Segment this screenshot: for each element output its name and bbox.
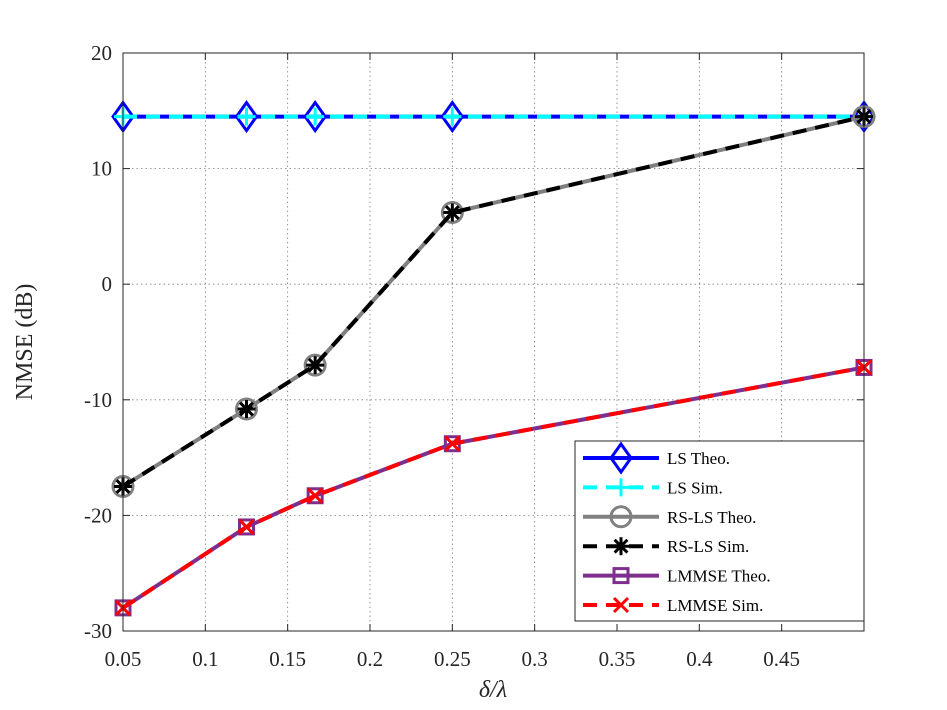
x-axis-label: δ/λ bbox=[479, 677, 507, 703]
data-point bbox=[306, 356, 325, 375]
x-tick-label: 0.1 bbox=[192, 647, 218, 671]
x-tick-label: 0.05 bbox=[105, 647, 142, 671]
data-point bbox=[237, 107, 256, 126]
data-point bbox=[235, 397, 258, 421]
x-tick-label: 0.4 bbox=[686, 647, 713, 671]
legend-label: RS-LS Theo. bbox=[667, 508, 756, 527]
x-tick-label: 0.15 bbox=[269, 647, 306, 671]
asterisk-stroke bbox=[444, 205, 460, 220]
x-tick-label: 0.35 bbox=[599, 647, 636, 671]
data-point bbox=[443, 203, 462, 222]
y-tick-label: 10 bbox=[91, 157, 112, 181]
legend-marker bbox=[612, 596, 630, 614]
legend-item: LS Theo. bbox=[583, 441, 730, 475]
y-tick-label: -20 bbox=[84, 503, 112, 527]
data-point bbox=[303, 99, 328, 134]
data-point bbox=[440, 99, 465, 134]
data-point bbox=[234, 99, 259, 134]
legend-marker bbox=[609, 505, 633, 529]
ticks bbox=[122, 52, 864, 632]
legend-marker bbox=[612, 537, 630, 556]
legend-label: LMMSE Sim. bbox=[667, 596, 763, 615]
legend-label: LMMSE Theo. bbox=[667, 567, 771, 586]
x-tick-label: 0.3 bbox=[522, 647, 548, 671]
data-point bbox=[443, 107, 462, 126]
legend-item: LS Sim. bbox=[583, 478, 723, 497]
legend-item: RS-LS Sim. bbox=[583, 537, 749, 556]
x-stroke bbox=[238, 518, 255, 536]
data-point bbox=[238, 518, 255, 536]
legend-item: LMMSE Sim. bbox=[583, 596, 763, 615]
legend-marker bbox=[609, 441, 633, 475]
asterisk-stroke bbox=[613, 538, 629, 554]
asterisk-stroke bbox=[307, 357, 323, 373]
legend-label: LS Sim. bbox=[667, 478, 723, 497]
data-point bbox=[306, 107, 325, 126]
data-point bbox=[238, 518, 255, 536]
legend-marker bbox=[612, 478, 630, 497]
y-tick-label: -30 bbox=[84, 619, 112, 643]
x-tick-labels: 0.05 0.1 0.15 0.2 0.25 0.3 0.35 0.4 0.45 bbox=[105, 647, 800, 671]
y-tick-label: 20 bbox=[91, 41, 112, 65]
series-line bbox=[121, 114, 865, 489]
series-line bbox=[121, 365, 865, 610]
legend: LS Theo. LS Sim. RS-LS Theo. RS-LS Sim. LMMS… bbox=[574, 440, 865, 622]
legend-label: LS Theo. bbox=[667, 449, 730, 468]
data-point bbox=[306, 487, 324, 505]
x-stroke bbox=[444, 435, 461, 452]
asterisk-stroke bbox=[239, 401, 254, 417]
data-point bbox=[307, 487, 324, 504]
x-tick-label: 0.45 bbox=[763, 647, 800, 671]
data-point bbox=[237, 400, 256, 419]
y-tick-labels: -30 -20 -10 0 10 20 bbox=[84, 41, 112, 643]
data-point bbox=[303, 353, 327, 377]
plot-frame bbox=[122, 52, 865, 632]
legend-marker bbox=[612, 567, 630, 585]
y-axis-label: NMSE (dB) bbox=[12, 284, 38, 401]
data-point bbox=[444, 435, 461, 452]
x-tick-label: 0.25 bbox=[434, 647, 471, 671]
legend-item: RS-LS Theo. bbox=[583, 505, 756, 529]
x-tick-label: 0.2 bbox=[357, 647, 383, 671]
y-tick-label: -10 bbox=[84, 388, 112, 412]
legend-item: LMMSE Theo. bbox=[583, 567, 771, 586]
x-stroke bbox=[612, 596, 630, 614]
x-stroke bbox=[307, 487, 324, 504]
y-tick-label: 0 bbox=[102, 272, 113, 296]
data-point bbox=[440, 201, 464, 225]
legend-label: RS-LS Sim. bbox=[667, 537, 749, 556]
